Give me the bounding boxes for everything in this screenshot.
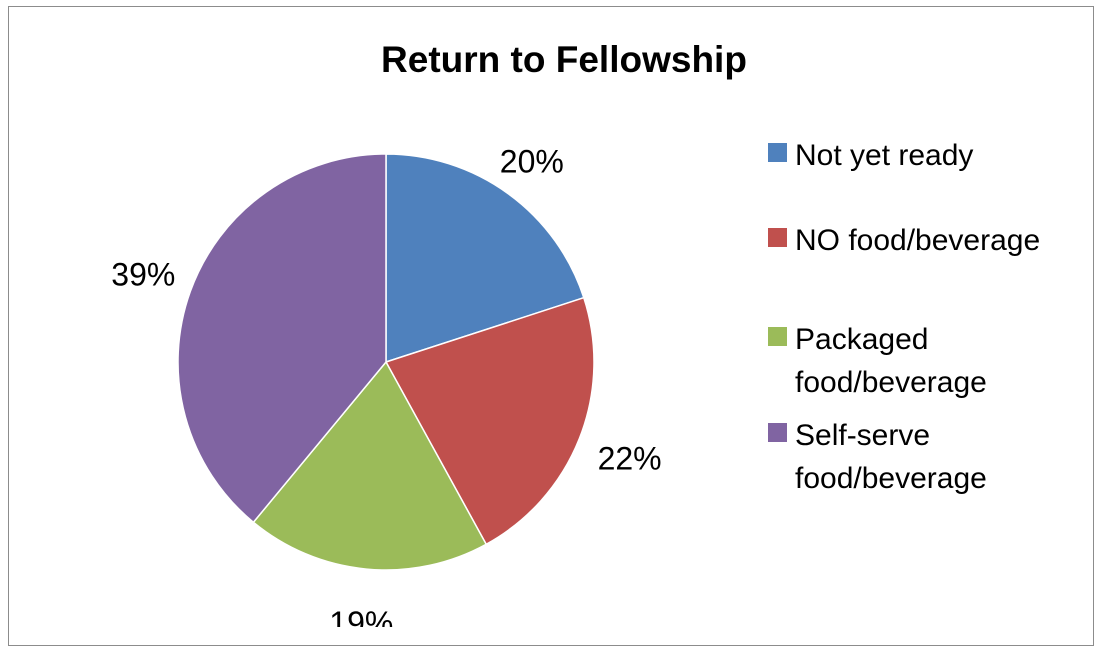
legend-label-4-line-1: Self-serve <box>795 419 930 452</box>
legend-entry-2: NO food/beverage <box>768 224 1040 257</box>
legend-swatch-2 <box>768 228 787 247</box>
chart-legend: Not yet ready NO food/beverage Packaged foo… <box>768 139 1040 495</box>
legend-entry-1: Not yet ready <box>768 139 973 172</box>
data-label-1: 20% <box>500 143 564 179</box>
pie-slices <box>177 153 595 571</box>
legend-label-1-line-1: Not yet ready <box>795 139 973 172</box>
data-label-3: 19% <box>329 605 393 627</box>
legend-label-3-line-2: food/beverage <box>795 366 987 399</box>
pie-slice-3 <box>252 360 488 571</box>
pie-data-labels: 20% 22% 19% 39% <box>111 143 661 627</box>
pie-slice-1 <box>385 153 585 364</box>
legend-entry-4: Self-serve food/beverage <box>768 419 987 495</box>
chart-title: Return to Fellowship <box>381 39 747 80</box>
legend-label-2-line-1: NO food/beverage <box>795 224 1040 257</box>
legend-entry-3: Packaged food/beverage <box>768 323 987 399</box>
legend-swatch-4 <box>768 423 787 442</box>
data-label-4: 39% <box>111 257 175 293</box>
pie-chart: Return to Fellowship 20% 22% 19% 39% Not ye… <box>111 39 1040 627</box>
legend-swatch-1 <box>768 143 787 162</box>
legend-label-3-line-1: Packaged <box>795 323 928 356</box>
legend-swatch-3 <box>768 327 787 346</box>
pie-slice-2 <box>384 296 595 546</box>
data-label-2: 22% <box>598 440 662 476</box>
legend-label-4-line-2: food/beverage <box>795 462 987 495</box>
pie-slice-4 <box>177 153 387 524</box>
